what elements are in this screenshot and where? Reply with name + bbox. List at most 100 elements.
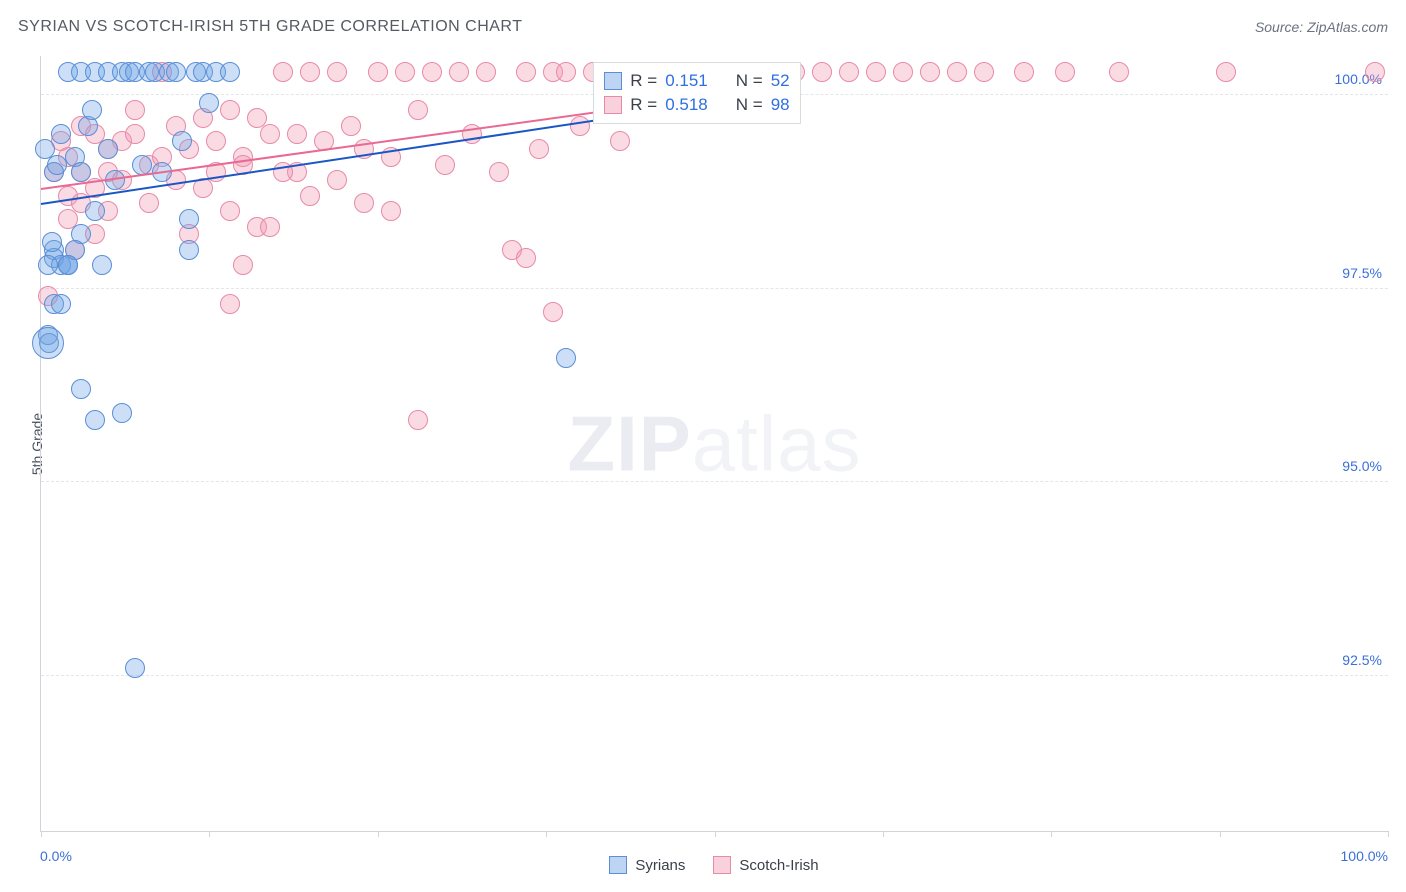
gridline bbox=[41, 481, 1388, 482]
scatter-point bbox=[179, 209, 199, 229]
legend-swatch bbox=[604, 72, 622, 90]
scatter-point bbox=[247, 108, 267, 128]
scatter-point bbox=[839, 62, 859, 82]
stats-row: R =0.518N =98 bbox=[604, 93, 789, 117]
scatter-point bbox=[516, 248, 536, 268]
x-tick bbox=[209, 831, 210, 837]
scatter-point bbox=[327, 170, 347, 190]
x-tick bbox=[1220, 831, 1221, 837]
scatter-point bbox=[920, 62, 940, 82]
x-tick bbox=[1051, 831, 1052, 837]
x-tick bbox=[378, 831, 379, 837]
scatter-point bbox=[327, 62, 347, 82]
x-tick bbox=[546, 831, 547, 837]
legend-swatch bbox=[604, 96, 622, 114]
scatter-point bbox=[139, 193, 159, 213]
stats-row: R = 0.151 N = 52 bbox=[604, 69, 789, 93]
legend-swatch bbox=[609, 856, 627, 874]
scatter-point bbox=[35, 139, 55, 159]
stats-r-label: R = bbox=[630, 71, 657, 91]
y-tick-label: 92.5% bbox=[1342, 652, 1382, 668]
scatter-point bbox=[273, 62, 293, 82]
stats-r-value: 0.518 bbox=[665, 95, 708, 115]
scatter-point bbox=[92, 255, 112, 275]
scatter-point bbox=[543, 302, 563, 322]
scatter-point bbox=[220, 201, 240, 221]
scatter-point bbox=[408, 410, 428, 430]
scatter-point bbox=[38, 255, 58, 275]
scatter-point bbox=[368, 62, 388, 82]
scatter-point bbox=[395, 62, 415, 82]
scatter-point bbox=[435, 155, 455, 175]
x-tick bbox=[715, 831, 716, 837]
scatter-point bbox=[974, 62, 994, 82]
legend-item: Syrians bbox=[609, 856, 685, 874]
y-tick-label: 97.5% bbox=[1342, 265, 1382, 281]
scatter-point bbox=[893, 62, 913, 82]
scatter-point bbox=[812, 62, 832, 82]
scatter-point bbox=[172, 131, 192, 151]
stats-n-value: 52 bbox=[771, 71, 790, 91]
legend: Syrians Scotch-Irish bbox=[40, 856, 1388, 874]
scatter-point bbox=[341, 116, 361, 136]
legend-label: Syrians bbox=[635, 857, 685, 874]
gridline bbox=[41, 675, 1388, 676]
scatter-point bbox=[51, 294, 71, 314]
scatter-point-large bbox=[32, 327, 64, 359]
scatter-point bbox=[199, 93, 219, 113]
stats-r-value: 0.151 bbox=[665, 71, 708, 91]
scatter-point bbox=[220, 100, 240, 120]
scatter-point bbox=[287, 124, 307, 144]
legend-item: Scotch-Irish bbox=[713, 856, 818, 874]
scatter-point bbox=[476, 62, 496, 82]
scatter-point bbox=[233, 255, 253, 275]
scatter-point bbox=[42, 232, 62, 252]
scatter-point bbox=[179, 240, 199, 260]
scatter-point bbox=[610, 131, 630, 151]
x-tick bbox=[883, 831, 884, 837]
scatter-point bbox=[125, 100, 145, 120]
scatter-point bbox=[85, 410, 105, 430]
scatter-point bbox=[112, 403, 132, 423]
scatter-point bbox=[570, 116, 590, 136]
scatter-point bbox=[354, 193, 374, 213]
scatter-point bbox=[220, 294, 240, 314]
chart-title: SYRIAN VS SCOTCH-IRISH 5TH GRADE CORRELA… bbox=[18, 18, 522, 36]
scatter-point bbox=[206, 131, 226, 151]
scatter-point bbox=[220, 62, 240, 82]
scatter-point bbox=[300, 62, 320, 82]
scatter-point bbox=[51, 124, 71, 144]
plot-area: 5th Grade ZIPatlas 92.5%95.0%97.5%100.0%… bbox=[40, 56, 1388, 832]
scatter-point bbox=[1055, 62, 1075, 82]
scatter-point bbox=[260, 217, 280, 237]
scatter-point bbox=[1216, 62, 1236, 82]
stats-n-label: N = bbox=[736, 95, 763, 115]
watermark: ZIPatlas bbox=[567, 398, 861, 489]
stats-box: R =0.151N =52R =0.518N =98 bbox=[593, 62, 800, 124]
scatter-point bbox=[1365, 62, 1385, 82]
scatter-point bbox=[556, 62, 576, 82]
scatter-point bbox=[166, 62, 186, 82]
scatter-point bbox=[300, 186, 320, 206]
scatter-point bbox=[556, 348, 576, 368]
scatter-point bbox=[408, 100, 428, 120]
stats-n-label: N = bbox=[736, 71, 763, 91]
legend-label: Scotch-Irish bbox=[739, 857, 818, 874]
scatter-point bbox=[529, 139, 549, 159]
scatter-point bbox=[1014, 62, 1034, 82]
scatter-point bbox=[125, 658, 145, 678]
scatter-point bbox=[98, 139, 118, 159]
y-tick-label: 95.0% bbox=[1342, 458, 1382, 474]
scatter-point bbox=[125, 124, 145, 144]
gridline bbox=[41, 288, 1388, 289]
scatter-point bbox=[422, 62, 442, 82]
scatter-point bbox=[260, 124, 280, 144]
scatter-point bbox=[516, 62, 536, 82]
x-tick bbox=[41, 831, 42, 837]
scatter-point bbox=[381, 201, 401, 221]
scatter-point bbox=[1109, 62, 1129, 82]
stats-r-label: R = bbox=[630, 95, 657, 115]
scatter-plot: ZIPatlas 92.5%95.0%97.5%100.0%R =0.151N … bbox=[40, 56, 1388, 832]
chart-header: SYRIAN VS SCOTCH-IRISH 5TH GRADE CORRELA… bbox=[18, 18, 1388, 36]
scatter-point bbox=[82, 100, 102, 120]
